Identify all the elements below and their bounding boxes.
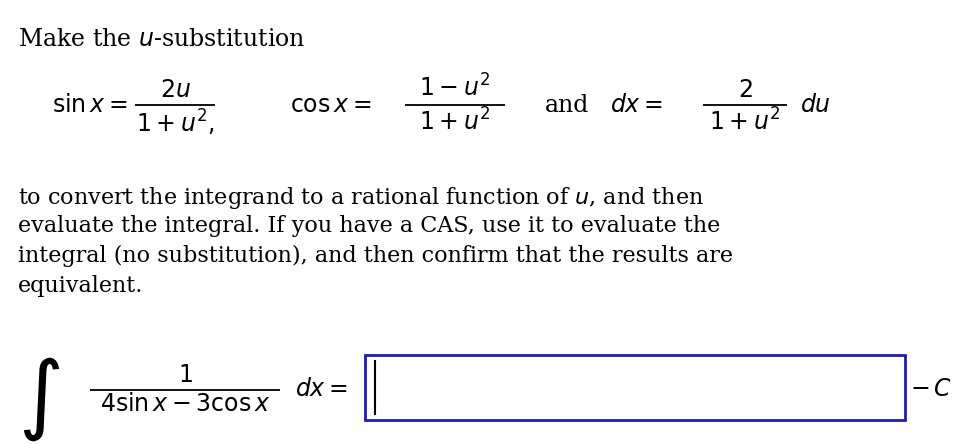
Text: equivalent.: equivalent. bbox=[18, 275, 143, 297]
Text: $1 + u^2,$: $1 + u^2,$ bbox=[135, 108, 214, 138]
Text: $1 + u^2$: $1 + u^2$ bbox=[709, 108, 780, 135]
Text: $-\,C$: $-\,C$ bbox=[909, 378, 951, 401]
Text: $2$: $2$ bbox=[737, 79, 752, 102]
Text: $4\sin x - 3\cos x$: $4\sin x - 3\cos x$ bbox=[100, 393, 270, 416]
Text: $1 + u^2$: $1 + u^2$ bbox=[419, 108, 490, 135]
Text: integral (no substitution), and then confirm that the results are: integral (no substitution), and then con… bbox=[18, 245, 732, 267]
Text: and: and bbox=[544, 94, 589, 116]
Text: $2u$: $2u$ bbox=[159, 79, 191, 102]
Text: $1$: $1$ bbox=[177, 364, 193, 387]
Text: $\cos x =$: $\cos x =$ bbox=[290, 94, 371, 116]
Text: Make the $u$-substitution: Make the $u$-substitution bbox=[18, 28, 305, 51]
Text: evaluate the integral. If you have a CAS, use it to evaluate the: evaluate the integral. If you have a CAS… bbox=[18, 215, 720, 237]
Text: to convert the integrand to a rational function of $u$, and then: to convert the integrand to a rational f… bbox=[18, 185, 703, 211]
Text: $du$: $du$ bbox=[800, 94, 830, 116]
Text: $1 - u^2$: $1 - u^2$ bbox=[419, 75, 490, 102]
Text: $dx =$: $dx =$ bbox=[294, 378, 348, 401]
Text: $\int$: $\int$ bbox=[18, 355, 60, 443]
Text: $dx =$: $dx =$ bbox=[609, 94, 662, 116]
FancyBboxPatch shape bbox=[365, 355, 904, 420]
Text: $\sin x =$: $\sin x =$ bbox=[52, 94, 128, 116]
